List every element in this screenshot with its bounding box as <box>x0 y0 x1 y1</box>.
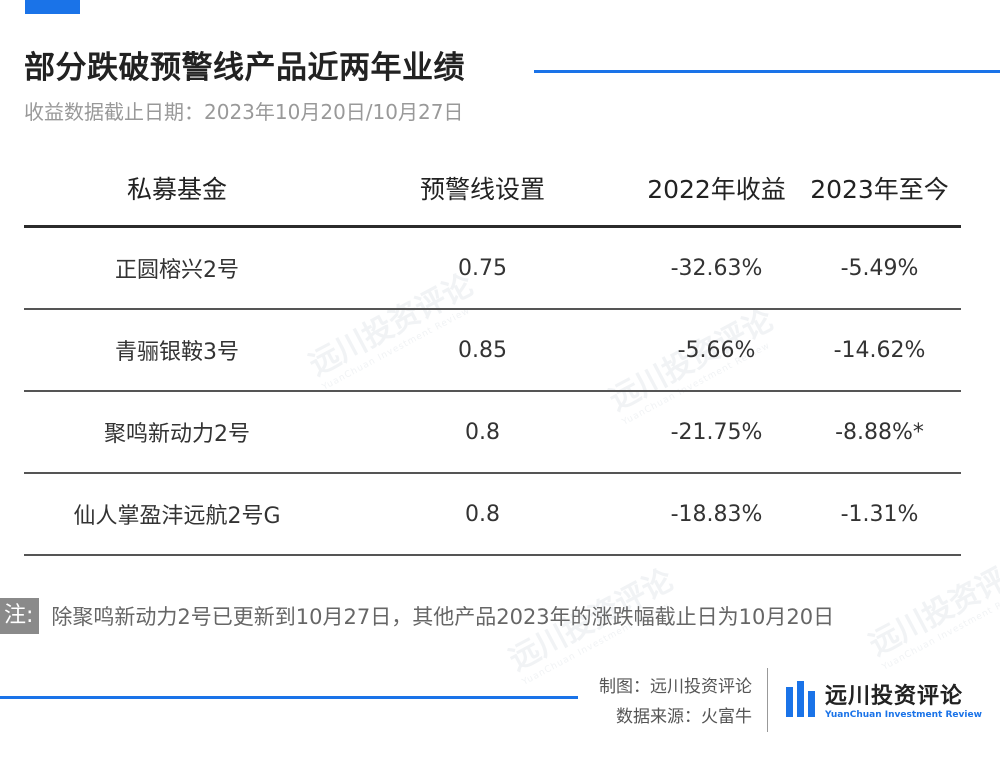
data-source-credit: 数据来源：火富牛 <box>616 707 752 727</box>
return-2023-cell: -8.88%* <box>835 419 924 445</box>
return-2023-cell: -5.49% <box>840 255 919 281</box>
column-header-2022-return: 2022年收益 <box>647 174 786 204</box>
return-2023-cell: -1.31% <box>840 501 919 527</box>
table-row: 正圆榕兴2号 0.75 -32.63% -5.49% <box>24 228 961 310</box>
column-header-warning-line: 预警线设置 <box>419 174 545 204</box>
bottom-rule <box>0 696 578 699</box>
fund-name-cell: 仙人掌盈沣远航2号G <box>73 504 281 529</box>
warning-line-cell: 0.85 <box>458 337 507 363</box>
return-2023-cell: -14.62% <box>833 337 926 363</box>
note-text: 除聚鸣新动力2号已更新到10月27日，其他产品2023年的涨跌幅截止日为10月2… <box>51 605 835 629</box>
table-header: 私募基金 预警线设置 2022年收益 2023年至今 <box>24 150 961 228</box>
chart-maker-credit: 制图：远川投资评论 <box>599 677 752 697</box>
table-row: 聚鸣新动力2号 0.8 -21.75% -8.88%* <box>24 392 961 474</box>
return-2022-cell: -32.63% <box>670 255 763 281</box>
fund-name-cell: 青骊银鞍3号 <box>115 340 239 365</box>
return-2022-cell: -5.66% <box>677 337 756 363</box>
brand-logo: 远川投资评论 YuanChuan Investment Review <box>786 678 982 720</box>
fund-name-cell: 聚鸣新动力2号 <box>104 422 250 447</box>
page-subtitle: 收益数据截止日期：2023年10月20日/10月27日 <box>24 100 464 124</box>
warning-line-cell: 0.8 <box>465 501 500 527</box>
column-header-fund: 私募基金 <box>126 174 227 204</box>
warning-line-cell: 0.75 <box>458 255 507 281</box>
page-title: 部分跌破预警线产品近两年业绩 <box>24 50 465 86</box>
column-header-2023-ytd: 2023年至今 <box>810 174 949 204</box>
fund-name-cell: 正圆榕兴2号 <box>115 258 239 283</box>
table-row: 仙人掌盈沣远航2号G 0.8 -18.83% -1.31% <box>24 474 961 556</box>
table-row: 青骊银鞍3号 0.85 -5.66% -14.62% <box>24 310 961 392</box>
note-tag: 注: <box>0 598 40 634</box>
footnote: 注: 除聚鸣新动力2号已更新到10月27日，其他产品2023年的涨跌幅截止日为1… <box>0 598 834 634</box>
logo-english-name: YuanChuan Investment Review <box>825 710 982 720</box>
top-accent-tab <box>25 0 80 14</box>
return-2022-cell: -21.75% <box>670 419 763 445</box>
return-2022-cell: -18.83% <box>670 501 763 527</box>
logo-name: 远川投资评论 <box>825 684 964 709</box>
warning-line-cell: 0.8 <box>465 419 500 445</box>
performance-table: 私募基金 预警线设置 2022年收益 2023年至今 正圆榕兴2号 0.75 -… <box>24 150 961 556</box>
watermark: 远川投资评论 YuanChuan Investment Review <box>863 547 1000 673</box>
credits-divider <box>767 668 768 732</box>
credits: 制图：远川投资评论 数据来源：火富牛 <box>560 672 752 732</box>
title-rule <box>534 70 1000 73</box>
logo-bars-icon <box>786 681 815 717</box>
